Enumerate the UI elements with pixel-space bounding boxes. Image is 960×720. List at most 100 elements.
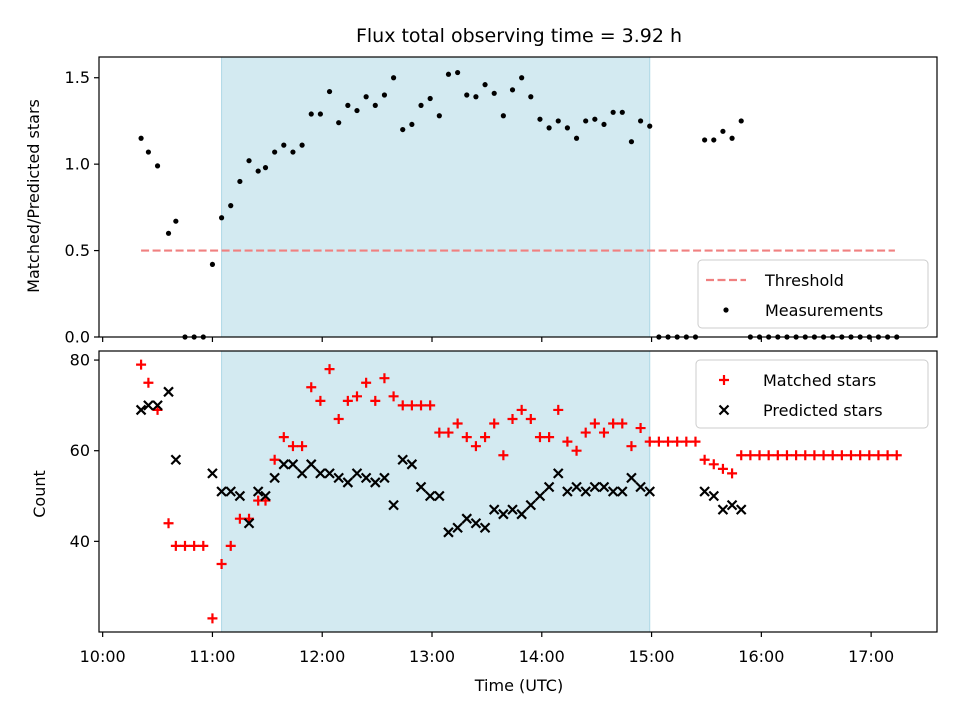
top-measurement-point [738, 118, 744, 124]
bottom-matched-star-point [818, 450, 829, 461]
bottom-matched-star-point [287, 441, 298, 452]
bottom-matched-star-point [855, 450, 866, 461]
x-tick-label: 14:00 [519, 647, 565, 666]
x-tick-label: 10:00 [80, 647, 126, 666]
top-measurement-point [555, 118, 561, 124]
bottom-predicted-star-point [580, 486, 591, 497]
bottom-predicted-star-point [415, 481, 427, 493]
bottom-matched-star-point [653, 436, 664, 447]
bottom-predicted-star-point [589, 481, 601, 493]
bottom-predicted-star-point [516, 508, 527, 520]
bottom-predicted-star-point [552, 468, 564, 479]
bottom-predicted-star-point [287, 459, 299, 470]
top-measurement-point [436, 113, 442, 119]
bottom-predicted-star-point [315, 468, 326, 479]
x-tick-label: 16:00 [738, 647, 784, 666]
top-measurement-point [509, 87, 516, 93]
bottom-predicted-star-point [708, 490, 720, 502]
bottom-predicted-star-point [234, 490, 246, 502]
top-legend-label: Threshold [764, 271, 844, 290]
top-measurement-point [500, 113, 506, 119]
top-measurement-point [418, 102, 424, 108]
x-tick-label: 12:00 [299, 647, 345, 666]
bottom-matched-star-point [179, 540, 190, 551]
top-legend-measurement-swatch [723, 307, 729, 313]
top-measurement-point [647, 123, 653, 129]
bottom-predicted-star-point [562, 486, 573, 497]
x-tick-label: 17:00 [848, 647, 894, 666]
bottom-matched-star-point [791, 450, 802, 461]
top-measurement-point [255, 168, 261, 174]
bottom-matched-star-point [754, 450, 765, 461]
bottom-predicted-star-point [543, 481, 555, 493]
bottom-matched-star-point [342, 395, 353, 406]
top-measurement-point [400, 126, 406, 133]
bottom-matched-star-point [846, 450, 857, 461]
bottom-matched-star-point [379, 373, 390, 384]
top-measurement-point [573, 135, 580, 141]
top-measurement-point [592, 116, 598, 122]
x-tick-label: 13:00 [409, 647, 455, 666]
top-measurement-point [272, 149, 278, 155]
bottom-matched-star-point [534, 432, 545, 443]
bottom-matched-star-point [480, 432, 491, 443]
bottom-matched-star-point [763, 450, 774, 461]
top-measurement-point [564, 125, 571, 131]
bottom-predicted-star-point [735, 504, 747, 515]
bottom-predicted-star-point [525, 499, 537, 511]
top-measurement-point [237, 178, 243, 185]
top-measurement-point [246, 158, 252, 164]
top-y-tick-label: 1.5 [65, 68, 90, 87]
bottom-matched-star-point [836, 450, 847, 461]
bottom-matched-star-point [617, 418, 628, 429]
bottom-matched-star-point [736, 450, 747, 461]
top-measurement-point [173, 218, 179, 224]
bottom-matched-star-point [580, 427, 591, 438]
top-measurement-point [455, 69, 461, 76]
top-measurement-point [409, 121, 415, 128]
bottom-matched-star-point [234, 513, 245, 524]
top-measurement-point [145, 149, 152, 155]
bottom-matched-star-point [809, 450, 820, 461]
bottom-matched-star-point [626, 441, 637, 452]
bottom-predicted-star-point [243, 517, 255, 529]
bottom-matched-star-point [324, 364, 335, 375]
bottom-predicted-star-point [571, 481, 582, 493]
bottom-predicted-star-point [388, 499, 399, 511]
bottom-matched-star-point [663, 436, 674, 447]
bottom-matched-star-point [370, 395, 381, 406]
bottom-predicted-star-point [699, 486, 710, 497]
bottom-matched-star-point [470, 441, 481, 452]
bottom-matched-star-point [361, 377, 372, 388]
bottom-matched-star-point [873, 450, 884, 461]
bottom-predicted-star-point [278, 459, 290, 470]
bottom-matched-star-point [562, 436, 573, 447]
bottom-predicted-star-point [717, 504, 729, 515]
top-measurement-point [317, 111, 323, 117]
top-measurement-point [138, 135, 144, 141]
top-measurement-point [528, 94, 534, 100]
bottom-predicted-star-point [143, 400, 154, 411]
top-measurement-point [610, 109, 616, 115]
bottom-panel: 40 60 80 10:00 11:00 12:00 13:00 14:00 15:00 16:0… [70, 350, 938, 666]
bottom-predicted-star-point [434, 490, 445, 502]
bottom-predicted-star-point [635, 481, 646, 493]
bottom-predicted-star-point [296, 468, 308, 479]
top-measurement-point [473, 94, 479, 100]
bottom-matched-star-point [571, 445, 582, 456]
bottom-predicted-star-point [379, 472, 390, 484]
bottom-matched-star-point [306, 382, 317, 393]
top-measurement-point [218, 215, 225, 221]
bottom-matched-star-point [136, 359, 147, 370]
bottom-predicted-star-point [617, 486, 628, 497]
x-axis-label: Time (UTC) [474, 676, 563, 695]
bottom-predicted-star-point [207, 468, 218, 479]
bottom-matched-star-point [781, 450, 792, 461]
top-measurement-point [299, 142, 305, 148]
top-measurement-point [390, 75, 397, 81]
bottom-matched-star-point [269, 454, 280, 465]
bottom-matched-star-point [727, 468, 738, 479]
top-measurement-point [720, 128, 726, 134]
bottom-matched-star-point [644, 436, 655, 447]
